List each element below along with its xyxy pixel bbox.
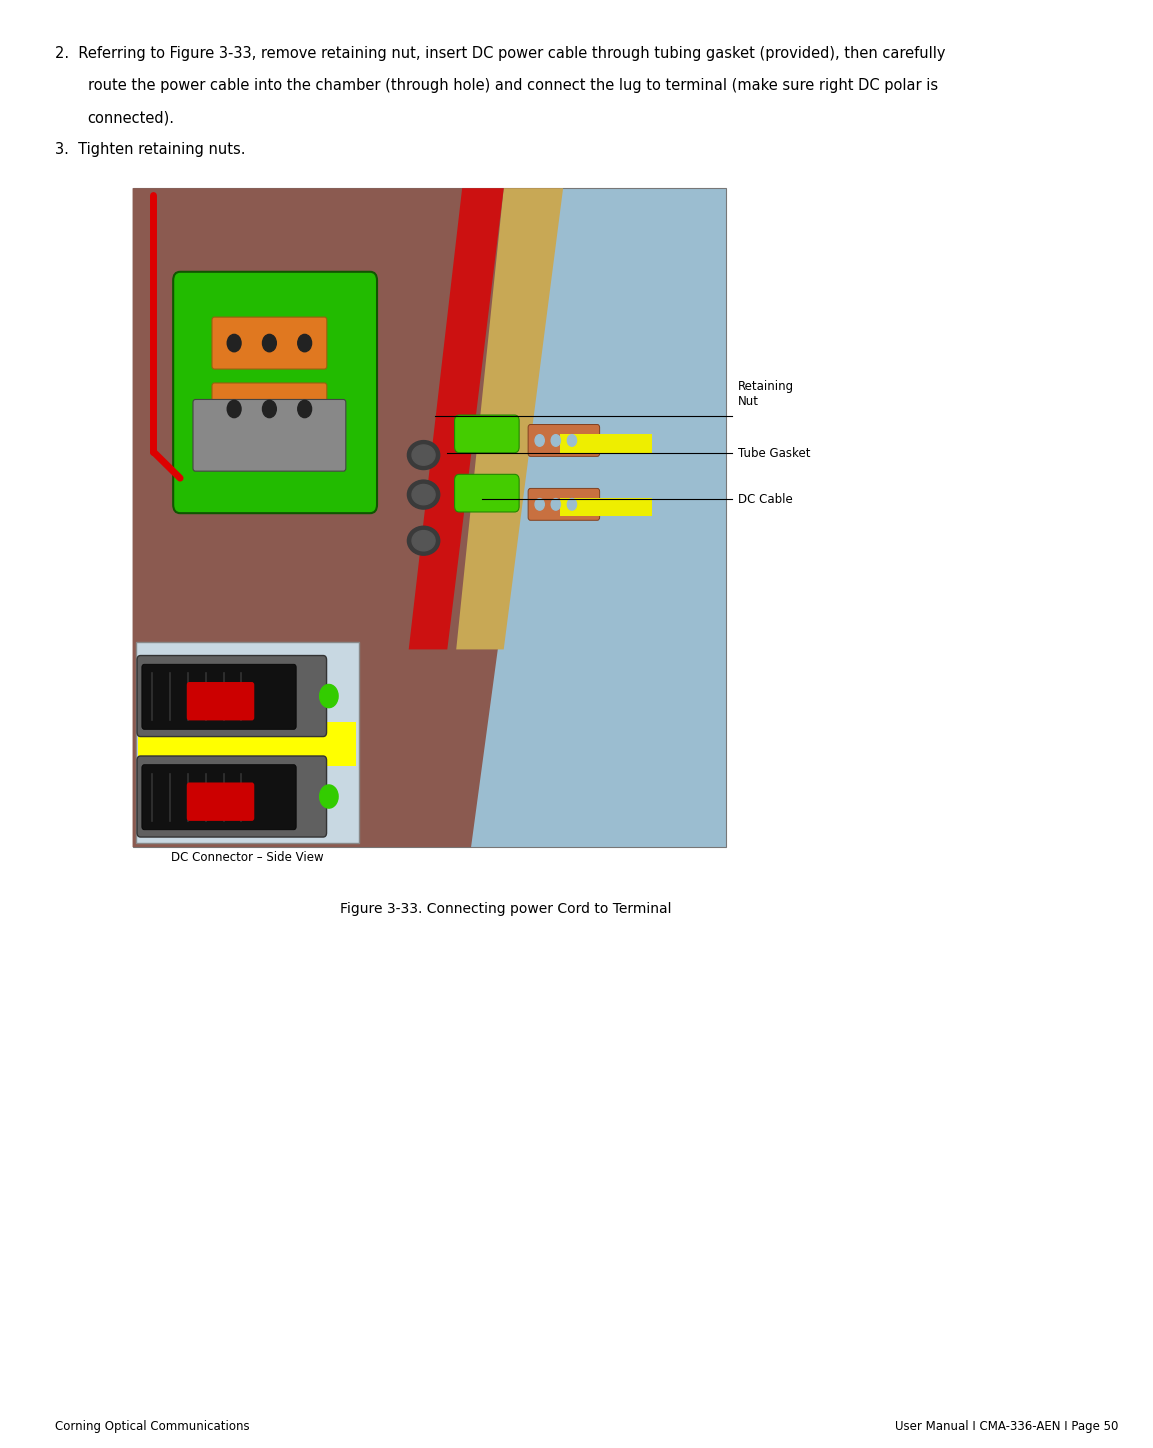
FancyBboxPatch shape <box>138 723 356 766</box>
FancyBboxPatch shape <box>528 424 600 456</box>
Text: User Manual I CMA-336-AEN I Page 50: User Manual I CMA-336-AEN I Page 50 <box>895 1420 1118 1432</box>
Circle shape <box>567 498 576 510</box>
FancyBboxPatch shape <box>212 382 326 434</box>
Text: Corning Optical Communications: Corning Optical Communications <box>55 1420 250 1432</box>
Text: 2.  Referring to Figure 3-33, remove retaining nut, insert DC power cable throug: 2. Referring to Figure 3-33, remove reta… <box>55 46 945 61</box>
Circle shape <box>567 434 576 446</box>
Text: connected).: connected). <box>88 110 174 125</box>
Ellipse shape <box>407 440 439 469</box>
FancyBboxPatch shape <box>187 682 255 721</box>
Circle shape <box>319 685 338 708</box>
Circle shape <box>535 434 544 446</box>
Polygon shape <box>408 188 504 649</box>
FancyBboxPatch shape <box>173 272 377 513</box>
Text: 3.  Tighten retaining nuts.: 3. Tighten retaining nuts. <box>55 142 246 156</box>
Text: DC Cable: DC Cable <box>738 492 792 505</box>
FancyBboxPatch shape <box>212 317 326 369</box>
FancyBboxPatch shape <box>142 765 296 830</box>
Circle shape <box>551 434 560 446</box>
Circle shape <box>297 334 311 352</box>
FancyBboxPatch shape <box>560 434 653 453</box>
FancyBboxPatch shape <box>137 656 326 737</box>
FancyBboxPatch shape <box>454 416 519 453</box>
Ellipse shape <box>412 530 435 550</box>
Circle shape <box>551 498 560 510</box>
Ellipse shape <box>407 481 439 510</box>
Ellipse shape <box>412 445 435 465</box>
Circle shape <box>319 785 338 808</box>
Ellipse shape <box>412 485 435 505</box>
Ellipse shape <box>407 526 439 555</box>
Text: route the power cable into the chamber (through hole) and connect the lug to ter: route the power cable into the chamber (… <box>88 78 937 93</box>
FancyBboxPatch shape <box>136 641 359 843</box>
FancyBboxPatch shape <box>528 488 600 520</box>
FancyBboxPatch shape <box>133 188 726 847</box>
Circle shape <box>227 334 241 352</box>
Circle shape <box>535 498 544 510</box>
Circle shape <box>263 400 277 417</box>
FancyBboxPatch shape <box>560 498 653 517</box>
FancyBboxPatch shape <box>187 782 255 821</box>
Polygon shape <box>133 188 560 847</box>
Polygon shape <box>457 188 563 649</box>
Circle shape <box>297 400 311 417</box>
Circle shape <box>227 400 241 417</box>
FancyBboxPatch shape <box>454 475 519 513</box>
FancyBboxPatch shape <box>142 665 296 730</box>
Text: Tube Gasket: Tube Gasket <box>738 446 811 459</box>
FancyBboxPatch shape <box>137 756 326 837</box>
Text: Retaining
Nut: Retaining Nut <box>738 381 794 408</box>
FancyBboxPatch shape <box>193 400 346 471</box>
Text: DC Connector – Side View: DC Connector – Side View <box>171 851 324 864</box>
Text: Figure 3-33. Connecting power Cord to Terminal: Figure 3-33. Connecting power Cord to Te… <box>340 902 672 917</box>
Circle shape <box>263 334 277 352</box>
